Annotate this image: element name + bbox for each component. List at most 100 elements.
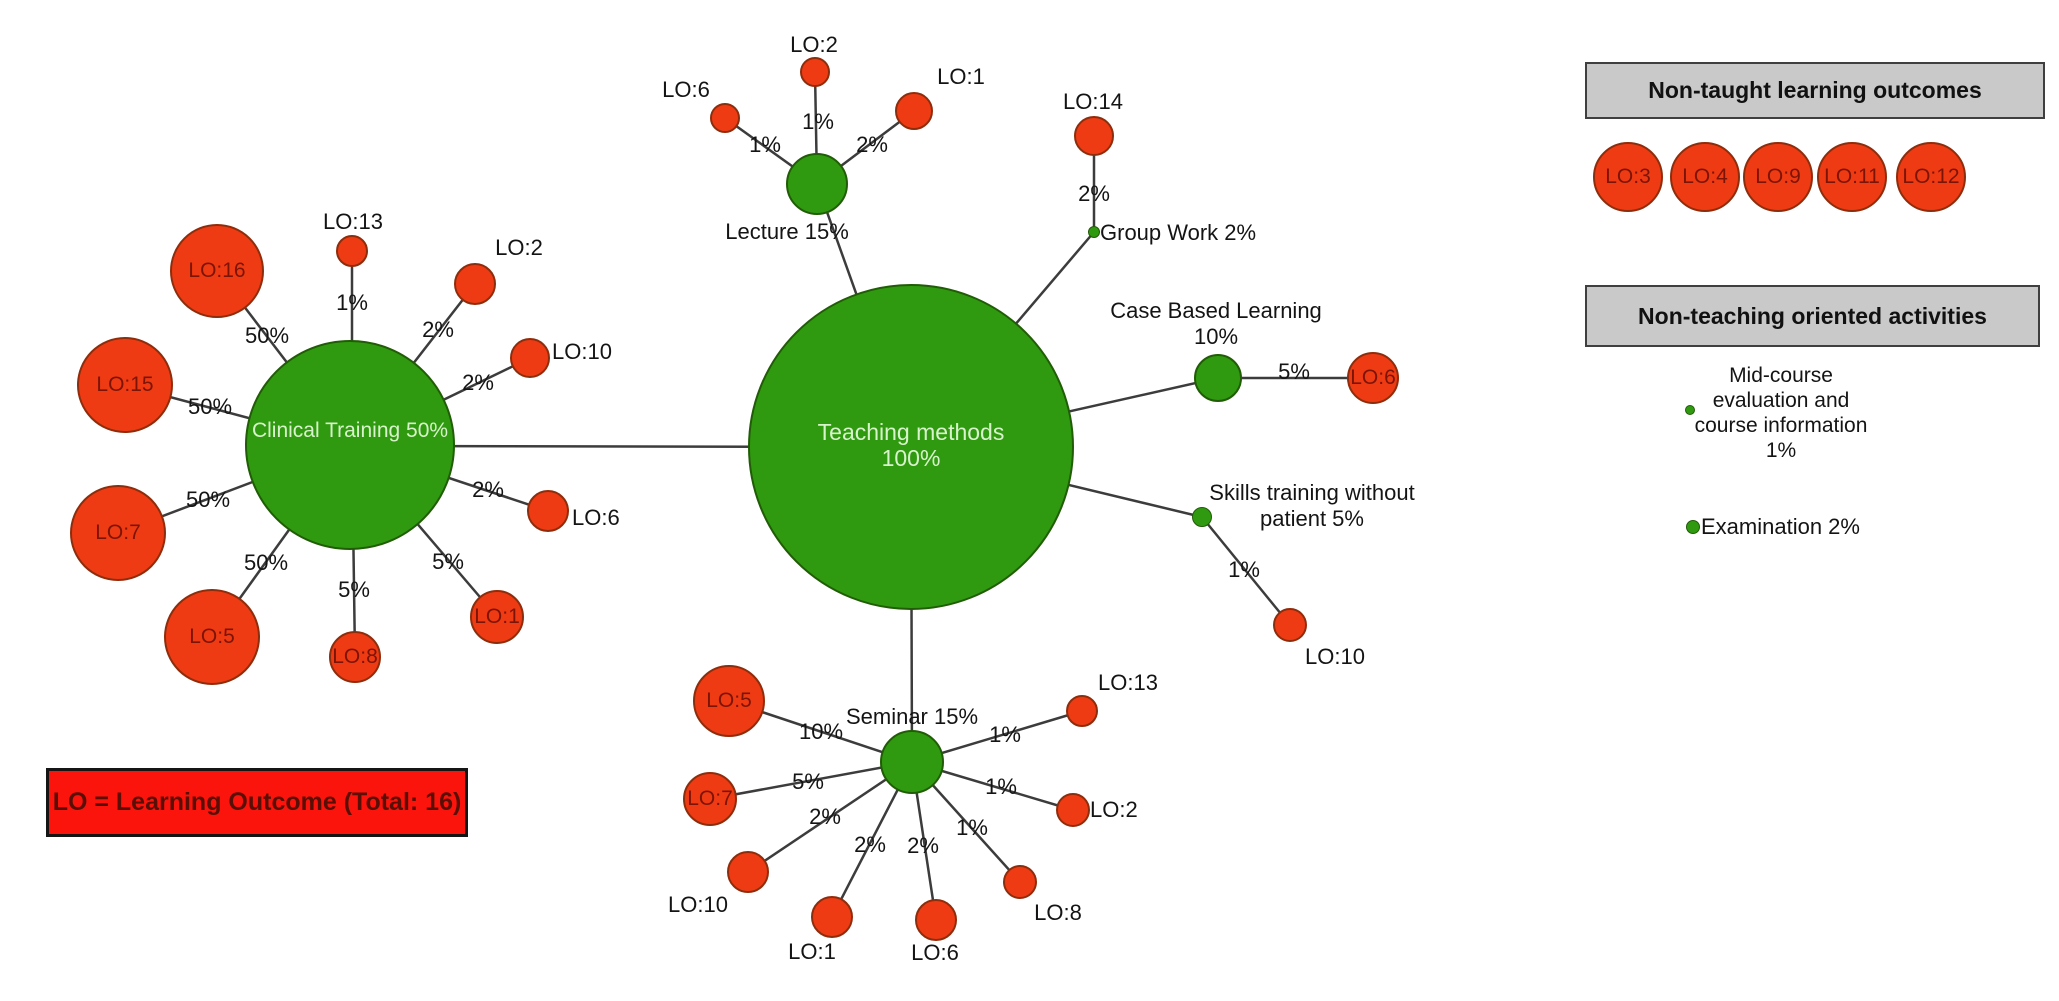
node-lecture-lo6: [710, 103, 740, 133]
label-clinical-lo6: LO:6: [572, 505, 620, 530]
node-clinical-lo2: [454, 263, 496, 305]
edge-pct-clinical-lo15: 50%: [187, 394, 233, 419]
label-clinical-lo13: LO:13: [323, 209, 383, 234]
edge-pct-seminar-lo2: 1%: [985, 774, 1017, 799]
label-mid-course-line3: course information: [1694, 414, 1868, 437]
node-nontaught-lo11-label: LO:11: [1824, 165, 1880, 188]
node-seminar-lo7-label: LO:7: [687, 787, 733, 810]
node-teaching-methods: [748, 284, 1074, 610]
edge-pct-seminar-lo10: 2%: [809, 804, 841, 829]
label-lecture: Lecture 15%: [725, 219, 849, 244]
node-seminar-lo1: [811, 896, 853, 938]
label-case-based-learning: Case Based Learning 10%: [1110, 298, 1322, 350]
node-clinical-lo16: LO:16: [170, 224, 264, 318]
node-seminar: [880, 730, 944, 794]
edge-pct-seminar-lo5: 10%: [798, 719, 844, 744]
label-lecture-lo2: LO:2: [790, 32, 838, 57]
edge-pct-clinical-lo5: 50%: [243, 550, 289, 575]
label-clinical-lo2: LO:2: [495, 235, 543, 260]
label-case-based-learning-pct: 10%: [1193, 324, 1239, 349]
node-clinical-lo10: [510, 338, 550, 378]
node-seminar-lo10: [727, 851, 769, 893]
node-clinical-lo15-label: LO:15: [96, 373, 154, 396]
node-seminar-lo7: LO:7: [683, 772, 737, 826]
label-clinical-training: Clinical Training 50%: [251, 419, 449, 442]
node-clinical-lo8: LO:8: [329, 631, 381, 683]
node-lecture-lo1: [895, 92, 933, 130]
node-clinical-training: [245, 340, 455, 550]
label-seminar-lo2: LO:2: [1090, 797, 1138, 822]
edge-pct-clinical-lo1: 5%: [432, 549, 464, 574]
label-examination: Examination 2%: [1701, 514, 1860, 539]
edge-pct-lecture-lo2: 1%: [802, 109, 834, 134]
node-clinical-lo7: LO:7: [70, 485, 166, 581]
node-nontaught-lo9: LO:9: [1743, 142, 1813, 212]
node-case-based-learning: [1194, 354, 1242, 402]
node-skills-training: [1192, 507, 1212, 527]
edge-pct-casebased-lo6: 5%: [1278, 359, 1310, 384]
label-case-based-learning-line1: Case Based Learning: [1110, 298, 1322, 323]
label-seminar-lo8: LO:8: [1034, 900, 1082, 925]
label-lecture-lo1: LO:1: [937, 64, 985, 89]
node-clinical-lo8-label: LO:8: [332, 645, 378, 668]
node-clinical-lo5-label: LO:5: [189, 625, 235, 648]
edge-pct-seminar-lo13: 1%: [989, 722, 1021, 747]
label-seminar-lo13: LO:13: [1098, 670, 1158, 695]
panel-non-teaching-header: Non-teaching oriented activities: [1585, 285, 2040, 347]
node-seminar-lo2: [1056, 793, 1090, 827]
node-nontaught-lo11: LO:11: [1817, 142, 1887, 212]
label-teaching-methods-pct: 100%: [881, 445, 941, 471]
node-seminar-lo6: [915, 899, 957, 941]
panel-non-taught-header: Non-taught learning outcomes: [1585, 62, 2045, 119]
edge-seminar-lo10: [747, 760, 913, 874]
label-seminar-lo1: LO:1: [788, 939, 836, 964]
label-mid-course-line2: evaluation and: [1712, 389, 1850, 412]
node-clinical-lo1-label: LO:1: [474, 605, 520, 628]
edge-skills-lo10: [1201, 516, 1291, 626]
label-seminar-lo6: LO:6: [911, 940, 959, 965]
label-mid-course-line1: Mid-course: [1729, 364, 1833, 387]
node-clinical-lo5: LO:5: [164, 589, 260, 685]
node-clinical-lo1: LO:1: [470, 590, 524, 644]
edge-pct-groupwork-lo14: 2%: [1078, 181, 1110, 206]
node-lecture-lo2: [800, 57, 830, 87]
edge-pct-clinical-lo2: 2%: [422, 317, 454, 342]
edge-pct-clinical-lo16: 50%: [244, 323, 290, 348]
label-teaching-methods: Teaching methods 100%: [818, 419, 1005, 471]
edge-pct-clinical-lo13: 1%: [336, 290, 368, 315]
node-nontaught-lo9-label: LO:9: [1755, 165, 1801, 188]
mid-course-dot: [1685, 405, 1695, 415]
edge-pct-lecture-lo6: 1%: [749, 132, 781, 157]
node-casebased-lo6: LO:6: [1347, 352, 1399, 404]
node-lecture: [786, 153, 848, 215]
label-skills-training-line1: Skills training without: [1209, 480, 1415, 505]
node-clinical-lo16-label: LO:16: [188, 259, 246, 282]
legend-box: LO = Learning Outcome (Total: 16): [46, 768, 468, 837]
label-group-work: Group Work 2%: [1100, 220, 1257, 245]
node-groupwork-lo14: [1074, 116, 1114, 156]
node-clinical-lo7-label: LO:7: [95, 521, 141, 544]
node-nontaught-lo12-label: LO:12: [1902, 165, 1960, 188]
legend-text: LO = Learning Outcome (Total: 16): [52, 788, 462, 816]
edge-pct-seminar-lo7: 5%: [792, 769, 824, 794]
edge-pct-lecture-lo1: 2%: [856, 132, 888, 157]
edge-pct-seminar-lo8: 1%: [956, 815, 988, 840]
label-mid-course-line4: 1%: [1765, 439, 1797, 462]
label-teaching-methods-line1: Teaching methods: [817, 419, 1005, 445]
panel-non-taught-title: Non-taught learning outcomes: [1648, 77, 1982, 103]
node-nontaught-lo3: LO:3: [1593, 142, 1663, 212]
node-skills-lo10: [1273, 608, 1307, 642]
edge-pct-seminar-lo6: 2%: [907, 833, 939, 858]
node-seminar-lo8: [1003, 865, 1037, 899]
label-skills-lo10: LO:10: [1305, 644, 1365, 669]
label-mid-course: Mid-course evaluation and course informa…: [1695, 363, 1868, 463]
node-seminar-lo5-label: LO:5: [706, 689, 752, 712]
edge-pct-clinical-lo7: 50%: [185, 487, 231, 512]
panel-non-teaching-title: Non-teaching oriented activities: [1638, 302, 1987, 329]
label-skills-training-line2: patient 5%: [1260, 506, 1364, 531]
node-clinical-lo15: LO:15: [77, 337, 173, 433]
node-nontaught-lo3-label: LO:3: [1605, 165, 1651, 188]
node-seminar-lo13: [1066, 695, 1098, 727]
node-seminar-lo5: LO:5: [693, 665, 765, 737]
label-groupwork-lo14: LO:14: [1063, 89, 1123, 114]
